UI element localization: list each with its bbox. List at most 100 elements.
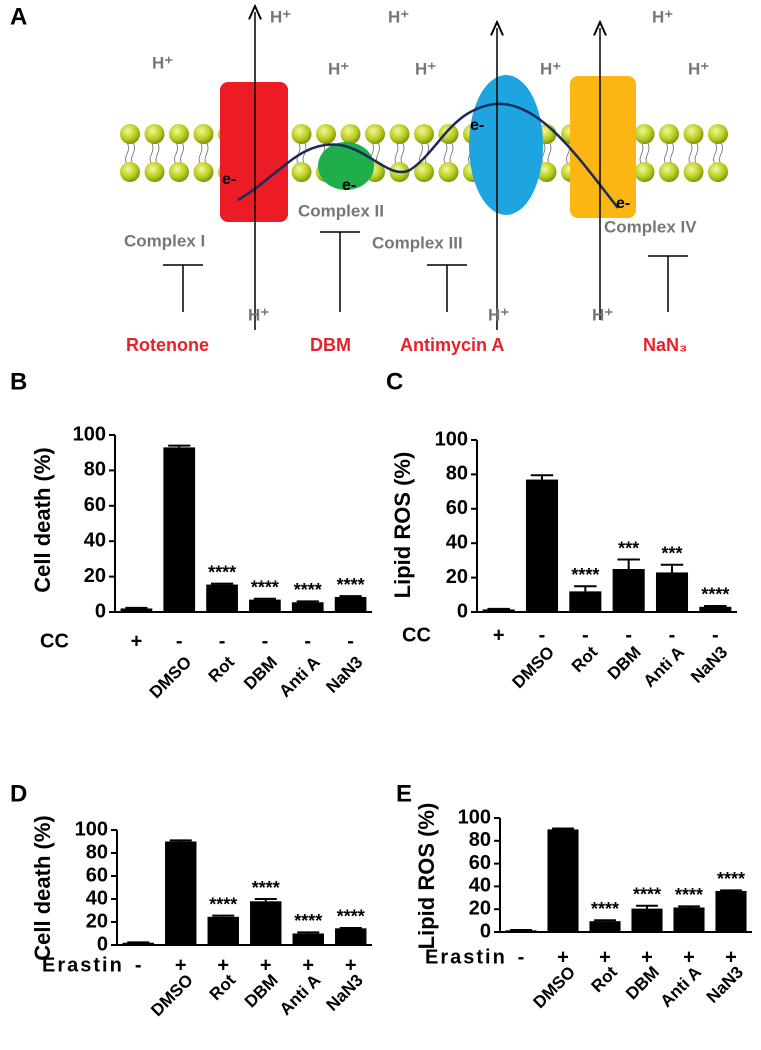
bar [589, 921, 621, 932]
lipid-head [340, 124, 361, 144]
treatment-sign: + [175, 954, 187, 976]
lipid-head [144, 162, 165, 182]
treatment-sign: - [582, 624, 589, 646]
complex-label: Complex III [372, 233, 463, 252]
treatment-sign: - [669, 624, 676, 646]
x-tick-label: NaN3 [323, 971, 367, 1015]
error-bar [617, 558, 640, 569]
bar [569, 591, 602, 612]
treatment-sign: + [345, 954, 357, 976]
y-tick-label: 80 [469, 829, 491, 851]
x-tick-label: Rot [568, 642, 602, 676]
x-tick-label: NaN3 [687, 643, 731, 687]
treatment-sign: + [260, 954, 272, 976]
inhibitor-symbols [163, 231, 688, 312]
treatment-sign: + [683, 946, 695, 968]
bar [482, 609, 515, 612]
h-plus: H⁺ [688, 59, 709, 78]
y-tick-label: 100 [73, 423, 106, 445]
bar [291, 602, 324, 612]
bar [699, 606, 732, 612]
error-bar [487, 607, 510, 610]
lipid-head [414, 124, 434, 144]
complex-i-shape [220, 82, 288, 222]
lipid-head [536, 162, 557, 182]
lipid-tail [541, 141, 552, 165]
h-plus: H⁺ [270, 7, 291, 26]
lipid-head [291, 124, 312, 144]
significance: **** [209, 894, 237, 914]
h-plus: H⁺ [652, 7, 673, 26]
error-bar [530, 474, 554, 480]
inhibitor-label: DBM [310, 335, 351, 355]
bar [122, 942, 154, 945]
error-bar [594, 919, 616, 922]
bar [250, 901, 282, 945]
x-tick-label: DMSO [509, 643, 558, 692]
lipid-head [708, 124, 728, 144]
error-bar [339, 595, 362, 598]
lipid-tail [443, 141, 454, 165]
y-tick-label: 40 [86, 887, 108, 909]
treatment-sign: + [131, 630, 143, 652]
treatment-sign: - [625, 624, 632, 646]
bar [334, 596, 367, 612]
significance: **** [571, 565, 599, 585]
significance: *** [618, 538, 639, 558]
lipid-head [193, 162, 214, 182]
bar [163, 447, 196, 612]
x-tick-label: DMSO [147, 971, 196, 1020]
treatment-sign: + [641, 946, 653, 968]
error-bar [168, 444, 191, 448]
y-tick-label: 80 [86, 841, 108, 863]
error-bar [636, 904, 658, 909]
panel-label: A [10, 3, 27, 30]
bar [612, 569, 645, 612]
x-tick-label: Rot [205, 652, 239, 686]
error-bar [678, 905, 700, 908]
significance: **** [717, 869, 745, 889]
h-plus: H⁺ [540, 59, 561, 78]
y-tick-label: 100 [435, 428, 468, 450]
bar [165, 841, 197, 945]
inhibitor-label: Antimycin A [400, 335, 504, 355]
y-axis-label: Cell death (%) [30, 447, 55, 592]
treatment-label: CC [40, 630, 69, 652]
complex-label: Complex IV [604, 217, 697, 236]
x-tick-label: Anti A [657, 963, 705, 1011]
h-plus: H⁺ [415, 59, 436, 78]
treatment-sign: - [219, 630, 226, 652]
h-plus: H⁺ [152, 53, 173, 72]
y-tick-label: 0 [97, 933, 108, 955]
error-bar [212, 914, 235, 917]
y-tick-label: 80 [84, 459, 106, 481]
y-tick-label: 60 [86, 864, 108, 886]
y-tick-label: 0 [457, 600, 468, 622]
y-axis-label: Cell death (%) [30, 815, 55, 960]
x-tick-label: NaN3 [322, 653, 366, 697]
y-tick-label: 100 [458, 806, 491, 828]
lipid-head [120, 124, 140, 144]
treatment-sign: + [302, 954, 314, 976]
y-tick-label: 60 [84, 494, 106, 516]
lipid-head [291, 162, 312, 182]
bar [505, 930, 537, 932]
y-tick-label: 40 [446, 531, 468, 553]
y-tick-label: 0 [95, 600, 106, 622]
complex-iv-shape [570, 76, 636, 218]
treatment-sign: - [135, 954, 142, 976]
x-tick-label: Anti A [276, 971, 324, 1019]
h-plus: H⁺ [488, 305, 509, 324]
treatment-label: Erastin [42, 954, 124, 976]
y-axis-label: Lipid ROS (%) [390, 452, 415, 599]
complex-ii-shape [318, 142, 374, 190]
lipid-tail [664, 141, 674, 165]
treatment-sign: + [599, 946, 611, 968]
error-bar [210, 582, 234, 585]
y-tick-label: 80 [446, 463, 468, 485]
bar [525, 479, 559, 612]
error-bar [125, 606, 148, 609]
h-plus-labels: H⁺ H⁺ H⁺ H⁺ H⁺ H⁺ H⁺ H⁺ H⁺ H⁺ H⁺ [152, 7, 709, 324]
significance: **** [252, 878, 280, 898]
